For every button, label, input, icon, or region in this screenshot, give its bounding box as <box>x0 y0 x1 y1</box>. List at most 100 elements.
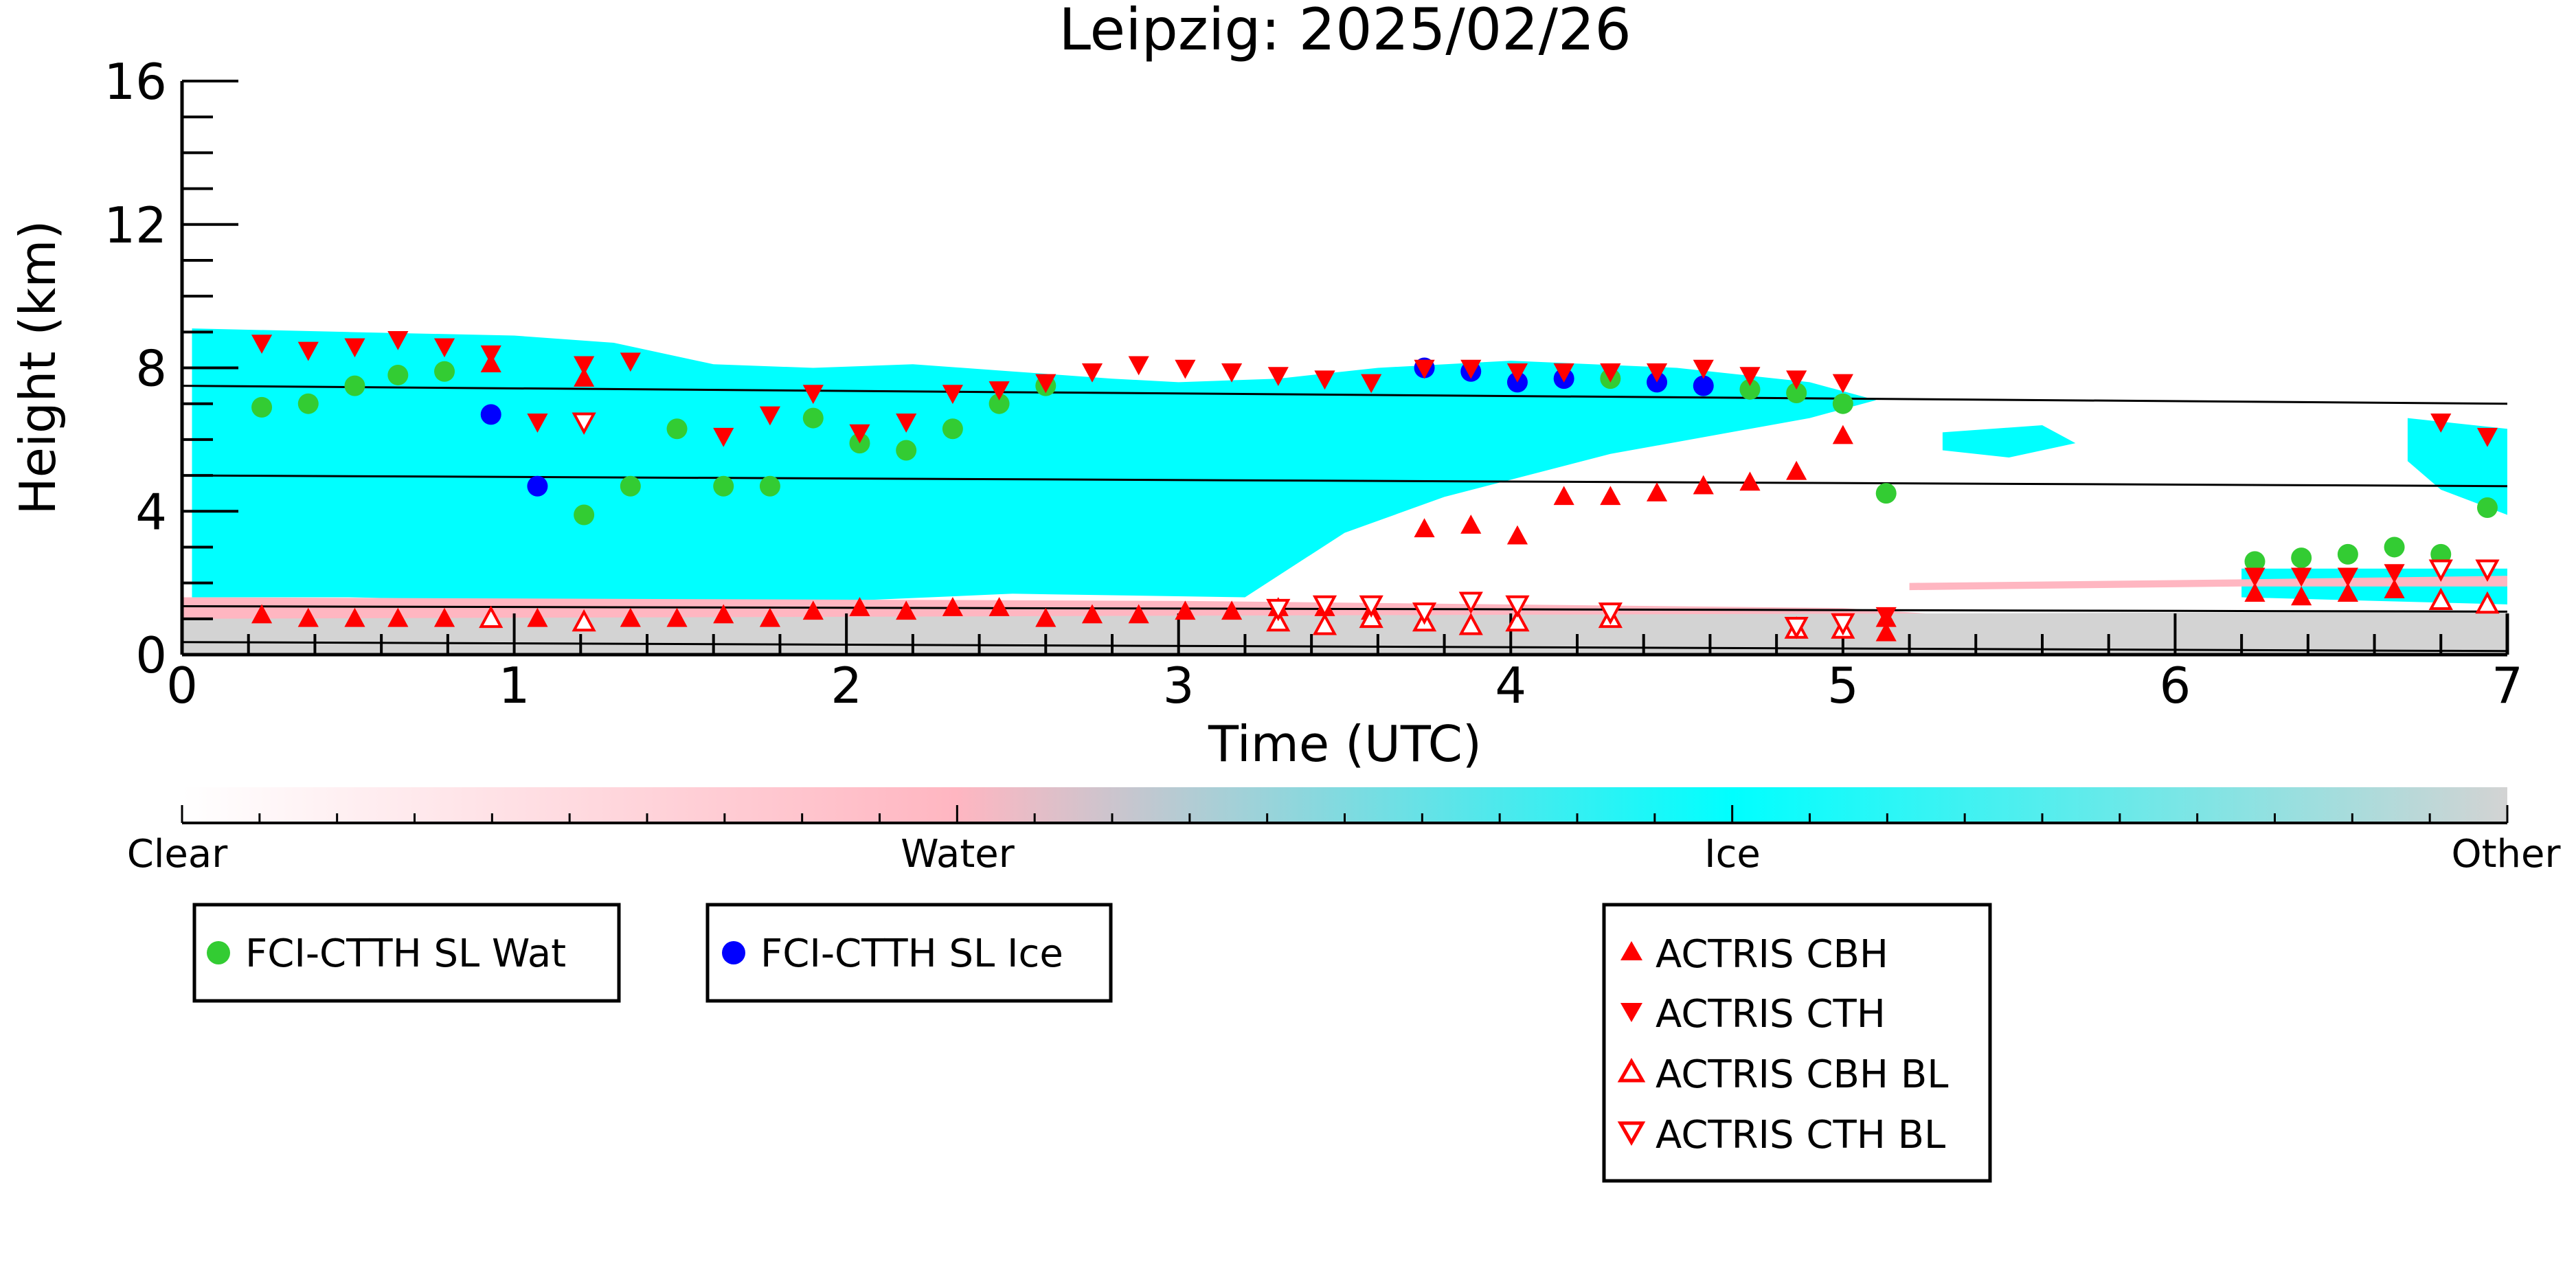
legend-label-cbh-bl: ACTRIS CBH BL <box>1656 1052 1948 1097</box>
point-fci-wat <box>2337 543 2358 565</box>
chart-title: Leipzig: 2025/02/26 <box>1059 0 1631 63</box>
point-actris-cbh <box>1035 607 1057 627</box>
y-tick-label: 12 <box>104 196 167 254</box>
point-actris-cth <box>849 424 870 444</box>
point-actris-cbh <box>988 597 1010 616</box>
colorbar-label-other: Other <box>2451 832 2561 877</box>
point-fci-wat <box>896 440 917 461</box>
legend-marker-cbh-bl <box>1617 1057 1646 1083</box>
point-actris-cbh <box>759 607 781 627</box>
point-actris-cth <box>1875 607 1897 626</box>
point-fci-wat <box>713 475 734 497</box>
point-actris-cth <box>802 385 824 405</box>
point-actris-cbh <box>1460 515 1482 534</box>
point-actris-cth-bl <box>1266 598 1291 622</box>
point-actris-cbh <box>344 607 365 627</box>
point-actris-cth <box>1414 359 1435 379</box>
x-tick-label: 3 <box>1163 657 1195 714</box>
y-tick-label: 8 <box>135 340 167 398</box>
colorbar-label-water: Water <box>901 832 1015 877</box>
colorbar-label-ice: Ice <box>1704 832 1761 877</box>
point-actris-cbh <box>1646 482 1668 501</box>
point-actris-cbh <box>1739 471 1761 491</box>
legend-label-cbh: ACTRIS CBH <box>1656 932 1888 977</box>
cloud-region-ice <box>2407 418 2507 515</box>
x-tick-label: 2 <box>831 657 862 714</box>
point-actris-cth <box>1693 359 1714 379</box>
x-tick-label: 0 <box>166 657 198 714</box>
point-actris-cth-bl <box>572 412 596 435</box>
point-actris-cth <box>574 356 595 376</box>
point-actris-cth <box>1600 363 1621 383</box>
point-fci-wat <box>2476 497 2498 519</box>
point-actris-cth-bl <box>1359 595 1383 618</box>
point-fci-wat <box>1875 483 1897 504</box>
point-actris-cbh-bl <box>1505 609 1530 632</box>
point-actris-cth <box>1314 370 1335 390</box>
point-actris-cth-bl <box>1458 591 1483 614</box>
point-actris-cth <box>1553 363 1574 383</box>
point-actris-cbh <box>1175 600 1196 620</box>
point-actris-cth <box>620 352 641 372</box>
point-actris-cth-bl <box>2475 559 2500 582</box>
point-actris-cth <box>297 341 319 361</box>
point-actris-cth-bl <box>1598 602 1623 625</box>
point-fci-wat <box>2384 536 2405 558</box>
point-actris-cth <box>2384 564 2405 584</box>
y-axis-label: Height (km) <box>9 221 67 515</box>
point-actris-cth <box>759 406 781 426</box>
legend-marker-fci-ice <box>722 941 745 964</box>
point-actris-cth <box>344 338 365 358</box>
point-actris-cbh-bl <box>2428 587 2453 610</box>
point-actris-cbh <box>2291 586 2312 606</box>
point-actris-cth <box>2291 567 2312 587</box>
point-fci-ice <box>1693 375 1714 396</box>
y-tick-label: 16 <box>104 53 167 111</box>
point-actris-cbh <box>251 604 273 624</box>
point-fci-wat <box>1786 383 1807 404</box>
point-fci-wat <box>2291 547 2312 569</box>
legend-label-cth-bl: ACTRIS CTH BL <box>1656 1113 1945 1157</box>
y-tick-label: 0 <box>135 626 167 684</box>
point-fci-wat <box>387 364 409 385</box>
point-actris-cth <box>1081 363 1103 383</box>
point-fci-wat <box>574 504 595 526</box>
point-actris-cbh-bl <box>1458 613 1483 635</box>
point-actris-cth-bl <box>2428 559 2453 582</box>
point-fci-wat <box>942 418 963 440</box>
point-actris-cbh-bl <box>572 609 596 632</box>
point-fci-wat <box>434 361 455 382</box>
reference-line <box>182 385 2507 405</box>
legend-fci-ice: FCI-CTTH SL Ice <box>705 903 1113 1003</box>
point-actris-cth <box>387 331 409 350</box>
legend-fci-wat: FCI-CTTH SL Wat <box>192 903 621 1003</box>
point-actris-cth <box>1221 363 1243 383</box>
point-actris-cbh <box>1786 460 1807 480</box>
point-actris-cbh <box>1832 425 1853 444</box>
point-actris-cbh <box>527 607 548 627</box>
point-actris-cth <box>2476 427 2498 447</box>
point-actris-cth <box>480 345 501 365</box>
point-actris-cth <box>1832 374 1853 394</box>
legend-marker-cth <box>1620 1003 1642 1022</box>
point-fci-wat <box>802 407 824 429</box>
point-actris-cbh <box>2337 583 2358 602</box>
point-actris-cth <box>713 427 734 447</box>
point-actris-cth <box>896 414 917 433</box>
point-actris-cbh <box>1875 622 1897 642</box>
legend-actris: ACTRIS CBH ACTRIS CTH ACTRIS CBH BL ACTR… <box>1602 903 1992 1183</box>
point-actris-cbh-bl <box>1312 613 1337 635</box>
point-actris-cth <box>1739 367 1761 386</box>
point-fci-wat <box>988 393 1010 414</box>
point-actris-cth <box>527 414 548 433</box>
point-actris-cbh <box>666 607 688 627</box>
point-actris-cbh <box>802 600 824 620</box>
point-actris-cth <box>2337 567 2358 587</box>
point-fci-wat <box>1832 393 1853 414</box>
legend-marker-cth-bl <box>1617 1121 1646 1146</box>
point-fci-wat <box>759 475 780 497</box>
point-actris-cth-bl <box>1831 613 1855 636</box>
point-actris-cth <box>2430 414 2452 433</box>
point-actris-cbh <box>849 597 870 616</box>
